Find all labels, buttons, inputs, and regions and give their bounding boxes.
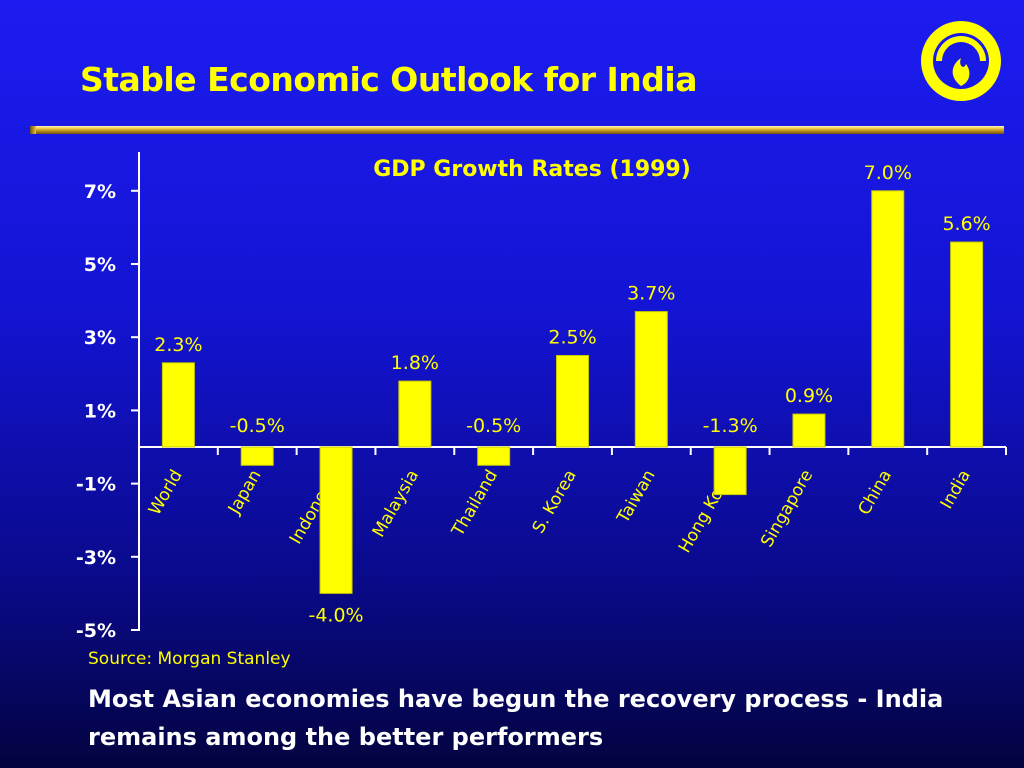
y-tick-label: 3% <box>84 327 116 349</box>
category-labels: World Japan Indonesia Malaysia Thailand S. Ko… <box>145 467 975 557</box>
bar <box>634 311 668 448</box>
bar <box>319 446 353 594</box>
category-label: World <box>145 467 187 519</box>
y-tick-label: 5% <box>84 254 116 276</box>
reliance-logo-icon <box>921 21 1001 101</box>
slide-title: Stable Economic Outlook for India <box>80 60 697 99</box>
chart-title: GDP Growth Rates (1999) <box>373 157 691 182</box>
category-label: China <box>855 467 897 519</box>
gdp-bar-chart: GDP Growth Rates (1999) 7% 5% 3% 1% -1% -3% -5… <box>76 152 1007 642</box>
slide-caption: Most Asian economies have begun the reco… <box>88 685 944 751</box>
y-tick-label: 1% <box>84 400 116 422</box>
y-tick-label: -5% <box>76 620 116 642</box>
data-label: -4.0% <box>308 604 363 626</box>
bars <box>161 190 984 594</box>
data-label: 3.7% <box>627 283 675 305</box>
data-labels: 2.3% -0.5% -4.0% 1.8% -0.5% 2.5% 3.7% -1.3% 0.9%… <box>154 162 990 627</box>
category-label: India <box>937 467 975 513</box>
data-label: -1.3% <box>703 415 758 437</box>
data-label: 2.5% <box>548 327 596 349</box>
category-label: Singapore <box>757 467 817 551</box>
data-label: -0.5% <box>466 415 521 437</box>
bar <box>792 413 826 448</box>
category-label: Thailand <box>448 467 502 541</box>
y-tick-label: -3% <box>76 547 116 569</box>
data-label: 7.0% <box>864 162 912 184</box>
category-label: Malaysia <box>369 467 423 541</box>
y-tick-label: 7% <box>84 181 116 203</box>
source-note: Source: Morgan Stanley <box>88 649 291 669</box>
bar <box>477 446 511 466</box>
bar <box>161 362 195 448</box>
bar <box>556 355 589 448</box>
bar <box>398 380 432 448</box>
y-tick-label: -1% <box>76 474 116 496</box>
category-label: Taiwan <box>613 467 660 528</box>
bar <box>240 446 274 466</box>
bar <box>871 190 905 448</box>
category-label: S. Korea <box>529 467 581 537</box>
title-divider <box>30 126 1004 134</box>
data-label: -0.5% <box>230 415 285 437</box>
y-axis: 7% 5% 3% 1% -1% -3% -5% <box>76 152 140 642</box>
bar <box>713 446 747 496</box>
category-label: Japan <box>224 467 266 519</box>
bar <box>950 241 984 448</box>
data-label: 2.3% <box>154 334 202 356</box>
data-label: 0.9% <box>785 385 833 407</box>
data-label: 5.6% <box>942 213 990 235</box>
data-label: 1.8% <box>391 352 439 374</box>
